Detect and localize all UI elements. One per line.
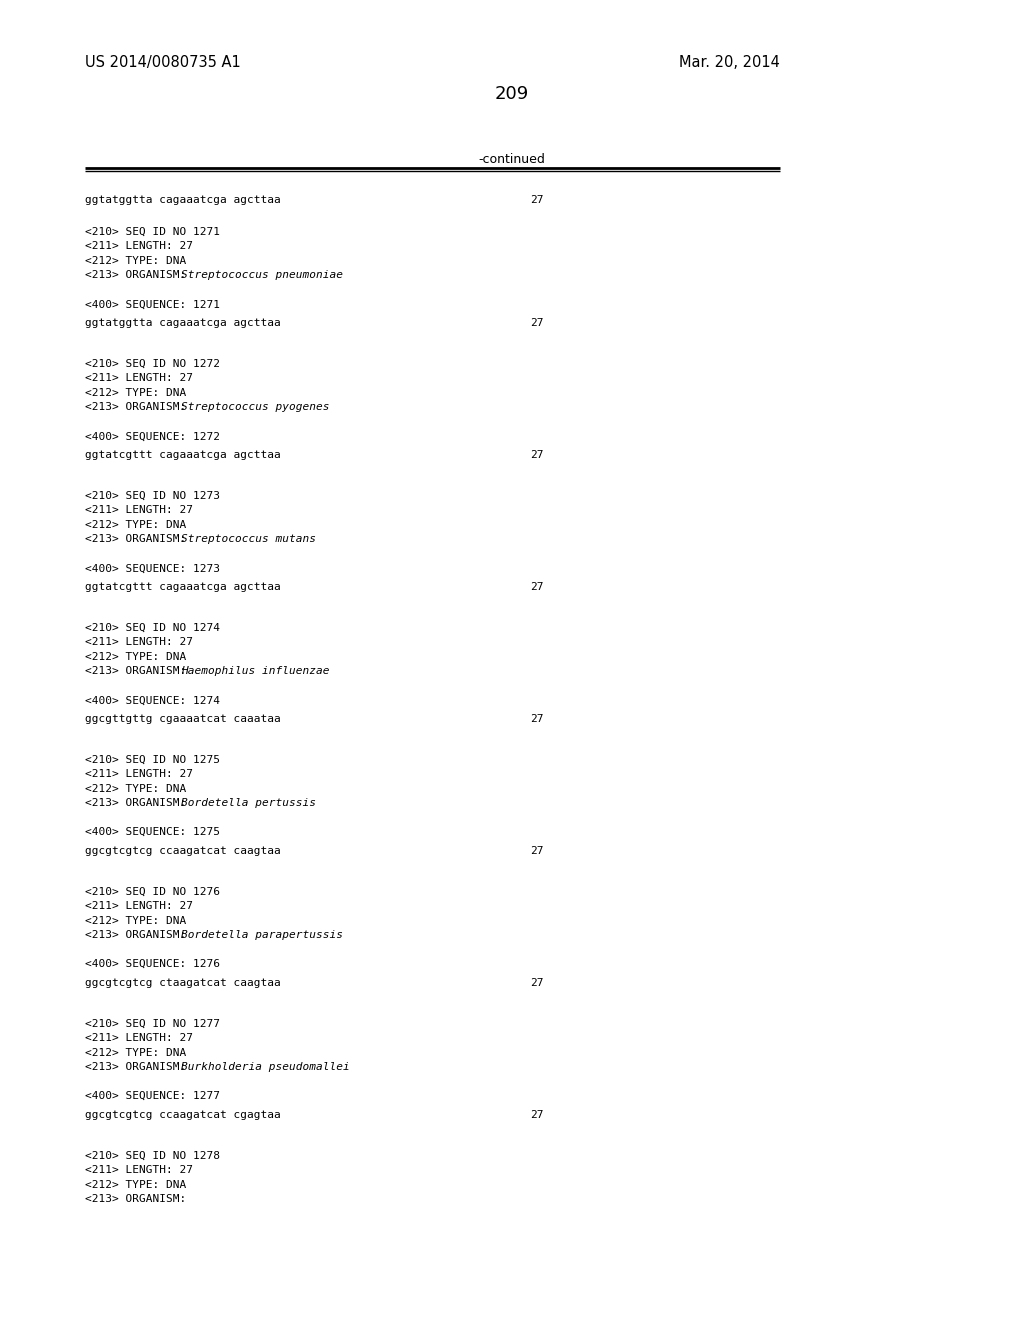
Text: <213> ORGANISM:: <213> ORGANISM: [85, 535, 193, 544]
Text: <213> ORGANISM:: <213> ORGANISM: [85, 667, 193, 676]
Text: <400> SEQUENCE: 1274: <400> SEQUENCE: 1274 [85, 696, 220, 705]
Text: Streptococcus pneumoniae: Streptococcus pneumoniae [181, 271, 343, 280]
Text: ggtatcgttt cagaaatcga agcttaa: ggtatcgttt cagaaatcga agcttaa [85, 582, 281, 593]
Text: 27: 27 [530, 582, 544, 593]
Text: <400> SEQUENCE: 1273: <400> SEQUENCE: 1273 [85, 564, 220, 573]
Text: 27: 27 [530, 1110, 544, 1119]
Text: Bordetella pertussis: Bordetella pertussis [181, 799, 316, 808]
Text: <400> SEQUENCE: 1275: <400> SEQUENCE: 1275 [85, 828, 220, 837]
Text: 27: 27 [530, 318, 544, 329]
Text: <212> TYPE: DNA: <212> TYPE: DNA [85, 388, 186, 397]
Text: Bordetella parapertussis: Bordetella parapertussis [181, 931, 343, 940]
Text: -continued: -continued [478, 153, 546, 166]
Text: <212> TYPE: DNA: <212> TYPE: DNA [85, 784, 186, 793]
Text: <213> ORGANISM:: <213> ORGANISM: [85, 403, 193, 412]
Text: Streptococcus mutans: Streptococcus mutans [181, 535, 316, 544]
Text: <210> SEQ ID NO 1278: <210> SEQ ID NO 1278 [85, 1151, 220, 1160]
Text: <400> SEQUENCE: 1276: <400> SEQUENCE: 1276 [85, 960, 220, 969]
Text: <213> ORGANISM:: <213> ORGANISM: [85, 1195, 186, 1204]
Text: <212> TYPE: DNA: <212> TYPE: DNA [85, 1180, 186, 1189]
Text: ggtatcgttt cagaaatcga agcttaa: ggtatcgttt cagaaatcga agcttaa [85, 450, 281, 461]
Text: <211> LENGTH: 27: <211> LENGTH: 27 [85, 770, 193, 779]
Text: <400> SEQUENCE: 1272: <400> SEQUENCE: 1272 [85, 432, 220, 441]
Text: <211> LENGTH: 27: <211> LENGTH: 27 [85, 1034, 193, 1043]
Text: <400> SEQUENCE: 1277: <400> SEQUENCE: 1277 [85, 1092, 220, 1101]
Text: <210> SEQ ID NO 1271: <210> SEQ ID NO 1271 [85, 227, 220, 236]
Text: Mar. 20, 2014: Mar. 20, 2014 [679, 55, 780, 70]
Text: <211> LENGTH: 27: <211> LENGTH: 27 [85, 1166, 193, 1175]
Text: ggcgtcgtcg ctaagatcat caagtaa: ggcgtcgtcg ctaagatcat caagtaa [85, 978, 281, 987]
Text: US 2014/0080735 A1: US 2014/0080735 A1 [85, 55, 241, 70]
Text: <210> SEQ ID NO 1275: <210> SEQ ID NO 1275 [85, 755, 220, 764]
Text: <210> SEQ ID NO 1276: <210> SEQ ID NO 1276 [85, 887, 220, 896]
Text: Burkholderia pseudomallei: Burkholderia pseudomallei [181, 1063, 350, 1072]
Text: ggtatggtta cagaaatcga agcttaa: ggtatggtta cagaaatcga agcttaa [85, 195, 281, 205]
Text: 209: 209 [495, 84, 529, 103]
Text: <212> TYPE: DNA: <212> TYPE: DNA [85, 916, 186, 925]
Text: <212> TYPE: DNA: <212> TYPE: DNA [85, 256, 186, 265]
Text: <210> SEQ ID NO 1274: <210> SEQ ID NO 1274 [85, 623, 220, 632]
Text: <400> SEQUENCE: 1271: <400> SEQUENCE: 1271 [85, 300, 220, 309]
Text: <213> ORGANISM:: <213> ORGANISM: [85, 931, 193, 940]
Text: <213> ORGANISM:: <213> ORGANISM: [85, 271, 193, 280]
Text: ggcgttgttg cgaaaatcat caaataa: ggcgttgttg cgaaaatcat caaataa [85, 714, 281, 725]
Text: 27: 27 [530, 195, 544, 205]
Text: ggtatggtta cagaaatcga agcttaa: ggtatggtta cagaaatcga agcttaa [85, 318, 281, 329]
Text: <213> ORGANISM:: <213> ORGANISM: [85, 1063, 193, 1072]
Text: 27: 27 [530, 714, 544, 725]
Text: 27: 27 [530, 978, 544, 987]
Text: <210> SEQ ID NO 1272: <210> SEQ ID NO 1272 [85, 359, 220, 368]
Text: <211> LENGTH: 27: <211> LENGTH: 27 [85, 902, 193, 911]
Text: <210> SEQ ID NO 1277: <210> SEQ ID NO 1277 [85, 1019, 220, 1028]
Text: <212> TYPE: DNA: <212> TYPE: DNA [85, 1048, 186, 1057]
Text: Haemophilus influenzae: Haemophilus influenzae [181, 667, 330, 676]
Text: <213> ORGANISM:: <213> ORGANISM: [85, 799, 193, 808]
Text: <211> LENGTH: 27: <211> LENGTH: 27 [85, 638, 193, 647]
Text: <211> LENGTH: 27: <211> LENGTH: 27 [85, 242, 193, 251]
Text: 27: 27 [530, 450, 544, 461]
Text: 27: 27 [530, 846, 544, 857]
Text: <212> TYPE: DNA: <212> TYPE: DNA [85, 520, 186, 529]
Text: <211> LENGTH: 27: <211> LENGTH: 27 [85, 374, 193, 383]
Text: ggcgtcgtcg ccaagatcat caagtaa: ggcgtcgtcg ccaagatcat caagtaa [85, 846, 281, 857]
Text: <211> LENGTH: 27: <211> LENGTH: 27 [85, 506, 193, 515]
Text: Streptococcus pyogenes: Streptococcus pyogenes [181, 403, 330, 412]
Text: ggcgtcgtcg ccaagatcat cgagtaa: ggcgtcgtcg ccaagatcat cgagtaa [85, 1110, 281, 1119]
Text: <210> SEQ ID NO 1273: <210> SEQ ID NO 1273 [85, 491, 220, 500]
Text: <212> TYPE: DNA: <212> TYPE: DNA [85, 652, 186, 661]
